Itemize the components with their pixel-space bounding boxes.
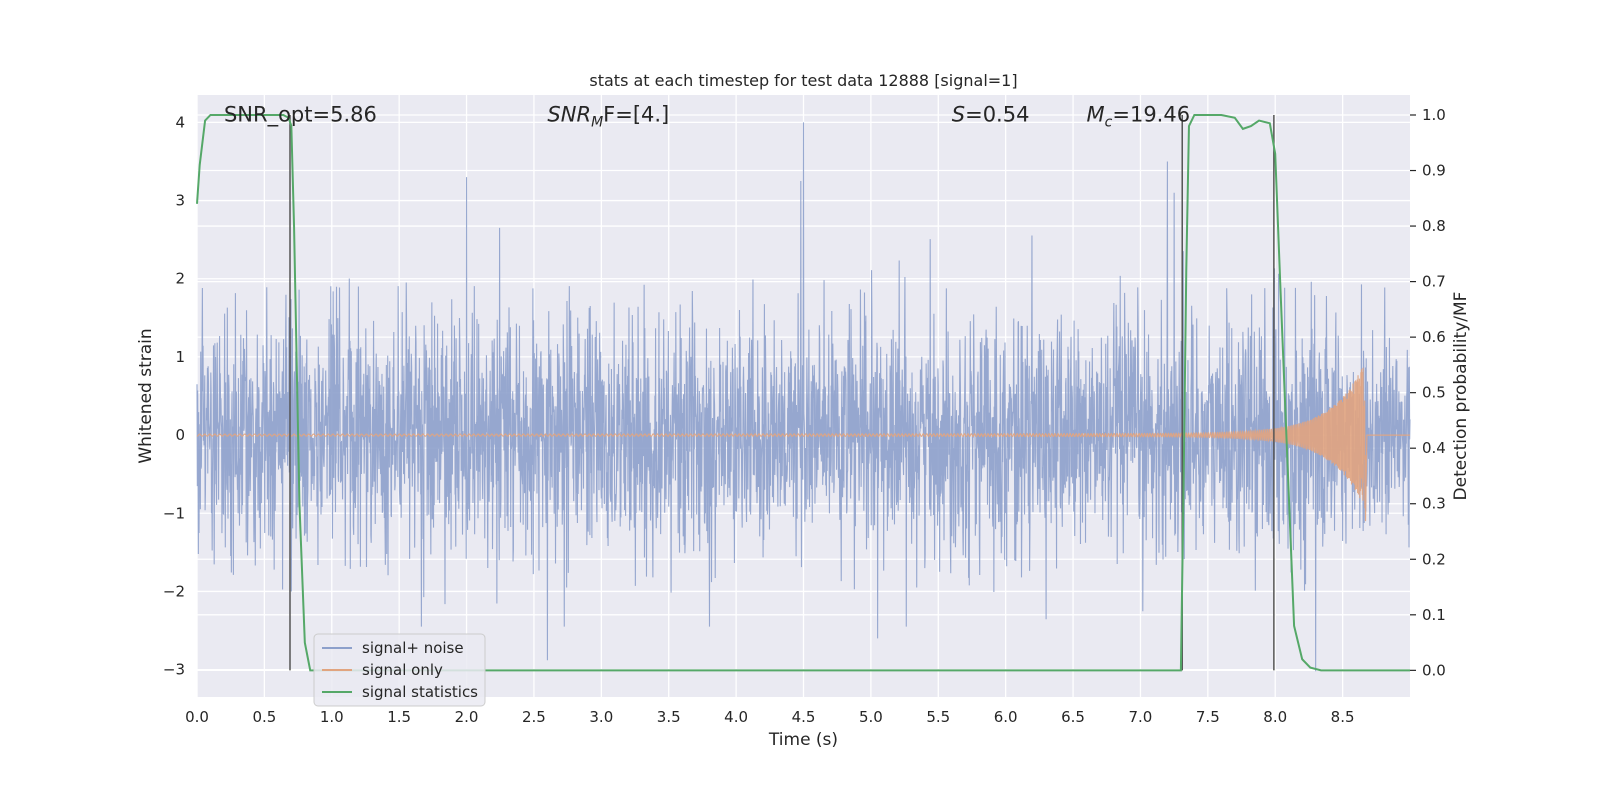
y-tick-label: −3 (163, 661, 185, 679)
y-tick-label: 2 (175, 270, 185, 288)
signal-noise-series (196, 122, 1411, 672)
x-tick-label: 2.0 (455, 708, 479, 726)
annotation-3: Mc=19.46 (1087, 102, 1191, 130)
x-tick-label: 0.0 (185, 708, 209, 726)
x-tick-label: 5.5 (926, 708, 950, 726)
y-tick-label: 3 (175, 192, 185, 210)
y-right-tick-label: 1.0 (1422, 106, 1446, 124)
y-axis-label: Whitened strain (136, 328, 156, 463)
y-right-tick-label: 0.2 (1422, 550, 1446, 568)
x-tick-label: 0.5 (252, 708, 276, 726)
legend-entry-signal-only: signal only (362, 661, 443, 679)
y-axis-ticks: −3 −2 −1 0 1 2 3 4 (163, 113, 185, 678)
legend-entry-signal-noise: signal+ noise (362, 639, 464, 657)
y-right-tick-label: 0.0 (1422, 661, 1446, 679)
legend-entry-signal-statistics: signal statistics (362, 683, 478, 701)
x-tick-label: 4.5 (792, 708, 816, 726)
signal-statistics-series (196, 113, 1410, 672)
x-tick-label: 6.0 (994, 708, 1018, 726)
legend-box (313, 633, 486, 707)
x-tick-label: 3.5 (657, 708, 681, 726)
signal-statistics-line (196, 113, 1410, 672)
x-tick-label: 8.0 (1263, 708, 1287, 726)
annotation-2: S=0.54 (952, 102, 1030, 126)
y-right-tick-label: 0.4 (1422, 439, 1446, 457)
y-tick-label: 1 (175, 348, 185, 366)
annotations: SNR_opt=5.86 SNRMF=[4.] S=0.54 Mc=19.46 (224, 102, 1190, 130)
y-right-tick-label: 0.3 (1422, 495, 1446, 513)
y-right-tick-label: 0.1 (1422, 606, 1446, 624)
x-tick-label: 4.0 (724, 708, 748, 726)
x-tick-label: 7.5 (1196, 708, 1220, 726)
x-tick-label: 3.0 (589, 708, 613, 726)
chart-title: stats at each timestep for test data 128… (589, 71, 1017, 90)
y-tick-label: 0 (175, 426, 185, 444)
x-axis-label: Time (s) (768, 730, 838, 750)
y-tick-label: −1 (163, 504, 185, 522)
signal-noise-line (196, 122, 1411, 672)
x-tick-label: 1.0 (320, 708, 344, 726)
y-right-tick-label: 0.9 (1422, 162, 1446, 180)
signal-only-line (196, 367, 1410, 522)
y-right-tick-label: 0.8 (1422, 217, 1446, 235)
x-tick-label: 7.0 (1129, 708, 1153, 726)
legend: signal+ noise signal only signal statist… (313, 633, 486, 707)
y-right-tick-label: 0.7 (1422, 273, 1446, 291)
annotation-1: SNRMF=[4.] (547, 102, 669, 130)
y-axis-right-ticks: 0.0 0.1 0.2 0.3 0.4 0.5 0.6 0.7 0.8 0.9 1.0 (1410, 106, 1446, 679)
signal-only-series (196, 367, 1410, 522)
y-axis-right-label: Detection probability/MF (1451, 292, 1471, 501)
x-tick-label: 8.5 (1331, 708, 1355, 726)
x-axis-ticks: 0.0 0.5 1.0 1.5 2.0 2.5 3.0 3.5 4.0 4.5 5.0 5.5 6.0 6… (185, 708, 1354, 726)
y-tick-label: 4 (175, 113, 185, 131)
x-tick-label: 1.5 (387, 708, 411, 726)
y-right-tick-label: 0.5 (1422, 384, 1446, 402)
x-tick-label: 2.5 (522, 708, 546, 726)
annotation-0: SNR_opt=5.86 (224, 102, 377, 127)
y-right-tick-label: 0.6 (1422, 328, 1446, 346)
y-tick-label: −2 (163, 582, 185, 600)
x-tick-label: 5.0 (859, 708, 883, 726)
x-tick-label: 6.5 (1061, 708, 1085, 726)
